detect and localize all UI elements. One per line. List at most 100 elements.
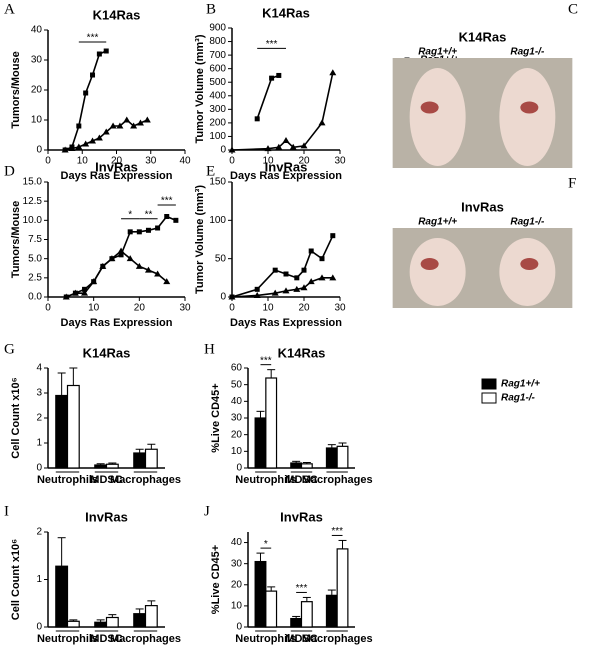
point <box>293 285 301 292</box>
point <box>127 229 133 235</box>
y-tick-label: 0 <box>36 622 42 633</box>
panel-title: K14Ras <box>278 345 326 360</box>
y-axis-label: %Live CD45+ <box>210 383 222 452</box>
x-tick-label: MDSC <box>90 474 122 486</box>
y-tick-label: 2 <box>36 527 42 538</box>
column-label: Rag1-/- <box>510 217 545 228</box>
panel-label: J <box>204 503 210 519</box>
annotation: *** <box>87 33 99 44</box>
bar <box>265 377 278 469</box>
y-axis-label: Cell Count x10⁶ <box>10 539 22 620</box>
point <box>289 143 297 150</box>
y-tick-label: 30 <box>31 55 43 66</box>
bar <box>144 605 158 628</box>
point <box>319 256 325 262</box>
bar <box>325 594 338 628</box>
y-tick-label: 400 <box>209 90 226 101</box>
series-line <box>231 277 333 298</box>
bar <box>290 617 303 628</box>
lesion <box>420 258 439 270</box>
point <box>102 128 110 135</box>
y-tick-label: 0 <box>220 292 226 303</box>
y-tick-label: 10 <box>231 446 243 457</box>
y-tick-label: 3 <box>36 388 42 399</box>
x-tick-label: Macrophages <box>302 474 373 486</box>
point <box>254 116 260 122</box>
x-tick-label: 30 <box>334 156 346 167</box>
point <box>130 122 138 129</box>
y-tick-label: 10 <box>31 115 43 126</box>
y-tick-label: 200 <box>209 118 226 129</box>
x-tick-label: MDSC <box>285 633 317 645</box>
y-tick-label: 150 <box>209 177 226 188</box>
y-tick-label: 900 <box>209 23 226 34</box>
annotation: *** <box>260 355 272 366</box>
annotation: * <box>264 539 268 550</box>
point <box>269 75 275 81</box>
point <box>329 69 337 76</box>
y-tick-label: 1 <box>36 438 42 449</box>
y-tick-label: 800 <box>209 36 226 47</box>
point <box>83 90 89 96</box>
bar <box>66 384 80 469</box>
bar <box>254 417 267 469</box>
bar <box>133 613 147 628</box>
series-line <box>231 72 334 151</box>
point <box>68 145 76 151</box>
y-tick-label: 2 <box>36 413 42 424</box>
point <box>254 286 260 292</box>
point <box>283 271 289 277</box>
bar <box>254 560 267 628</box>
panel-title: K14Ras <box>83 345 131 360</box>
panel-title: InvRas <box>280 509 323 524</box>
point <box>307 278 315 285</box>
column-label: Rag1-/- <box>510 47 545 58</box>
x-tick-label: 30 <box>145 156 157 167</box>
y-axis-label: Tumor Volume (mm³) <box>194 34 206 143</box>
y-axis-label: Tumor Volume (mm³) <box>194 185 206 294</box>
panel-title: InvRas <box>95 159 138 174</box>
point <box>318 274 326 281</box>
x-axis-label: Days Ras Expression <box>230 170 342 182</box>
x-tick-label: 10 <box>262 303 274 314</box>
point <box>276 72 282 78</box>
panel-label: C <box>568 1 578 17</box>
point <box>62 293 70 300</box>
panel-title: InvRas <box>85 509 128 524</box>
panel-title: InvRas <box>265 159 308 174</box>
bar <box>105 616 119 628</box>
x-tick-label: Macrophages <box>110 633 181 645</box>
y-tick-label: 12.5 <box>23 196 43 207</box>
point <box>282 137 290 144</box>
x-tick-label: 20 <box>134 303 146 314</box>
legend-label: Rag1+/+ <box>501 379 540 390</box>
x-tick-label: 20 <box>111 156 123 167</box>
y-tick-label: 30 <box>231 558 243 569</box>
series-line <box>231 235 334 298</box>
point <box>154 270 162 277</box>
point <box>71 289 79 296</box>
point <box>99 262 107 269</box>
x-tick-label: 10 <box>88 303 100 314</box>
point <box>135 262 143 269</box>
point <box>136 229 142 235</box>
bar <box>55 565 69 628</box>
point <box>90 278 98 285</box>
panel-title: InvRas <box>461 199 504 214</box>
point <box>89 137 97 144</box>
panel-label: E <box>206 163 215 179</box>
point <box>82 286 88 292</box>
y-tick-label: 0 <box>36 463 42 474</box>
legend-label: Rag1-/- <box>501 393 536 404</box>
point <box>330 233 336 239</box>
point <box>264 145 272 152</box>
y-tick-label: 15.0 <box>23 177 43 188</box>
point <box>109 122 117 129</box>
bar <box>94 621 108 628</box>
y-axis-label: Tumors/Mouse <box>10 201 22 278</box>
y-axis-label: Tumors/Mouse <box>10 51 22 128</box>
point <box>282 287 290 294</box>
y-tick-label: 60 <box>231 363 243 374</box>
panel-label: F <box>568 175 576 191</box>
annotation: *** <box>331 526 343 537</box>
